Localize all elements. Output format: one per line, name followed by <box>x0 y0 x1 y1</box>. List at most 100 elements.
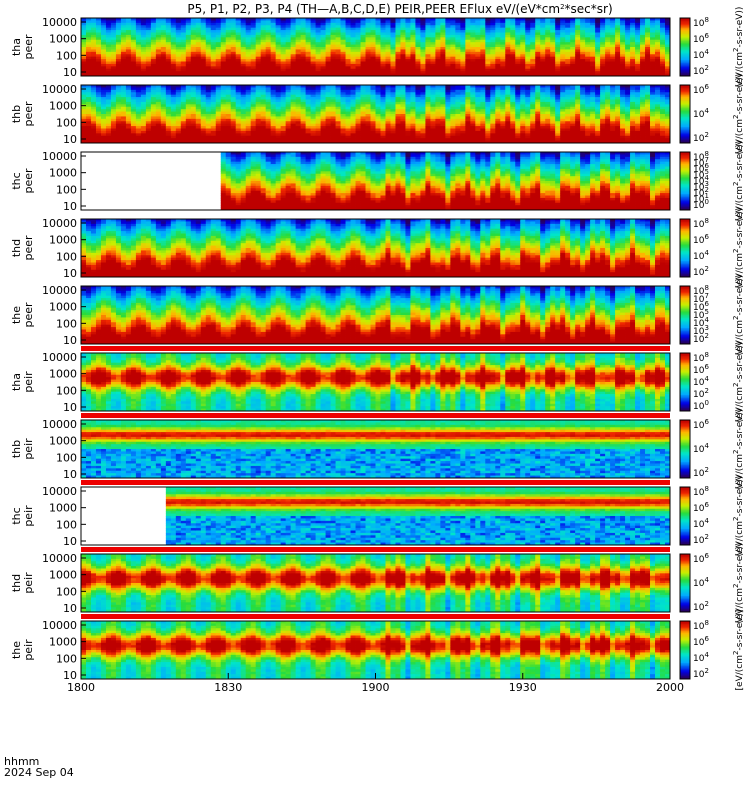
spectrogram-cell <box>545 54 550 57</box>
spectrogram-cell <box>595 69 600 72</box>
spectrogram-cell <box>645 49 650 52</box>
spectrogram-cell <box>395 42 400 45</box>
spectrogram-cell <box>400 57 405 60</box>
spectrogram-cell <box>326 112 331 115</box>
spectrogram-cell <box>91 35 96 38</box>
spectrogram-cell <box>341 116 346 119</box>
spectrogram-cell <box>141 49 146 52</box>
spectrogram-cell <box>361 59 366 62</box>
spectrogram-cell <box>445 25 450 28</box>
spectrogram-cell <box>645 64 650 67</box>
spectrogram-cell <box>106 62 111 65</box>
spectrogram-cell <box>420 25 425 28</box>
spectrogram-cell <box>296 49 301 52</box>
spectrogram-cell <box>380 57 385 60</box>
spectrogram-cell <box>216 129 221 132</box>
spectrogram-cell <box>510 25 515 28</box>
spectrogram-cell <box>415 45 420 48</box>
spectrogram-cell <box>410 25 415 28</box>
spectrogram-cell <box>585 30 590 33</box>
spectrogram-cell <box>361 49 366 52</box>
spectrogram-cell <box>291 59 296 62</box>
spectrogram-cell <box>475 138 480 141</box>
spectrogram-cell <box>146 57 151 60</box>
spectrogram-cell <box>430 100 435 103</box>
spectrogram-cell <box>341 54 346 57</box>
spectrogram-cell <box>376 136 381 139</box>
spectrogram-cell <box>306 52 311 55</box>
spectrogram-cell <box>660 33 665 36</box>
spectrogram-cell <box>351 69 356 72</box>
spectrogram-cell <box>191 119 196 122</box>
spectrogram-cell <box>405 109 410 112</box>
spectrogram-cell <box>101 107 106 110</box>
spectrogram-cell <box>116 23 121 26</box>
spectrogram-cell <box>86 87 91 90</box>
spectrogram-cell <box>510 104 515 107</box>
spectrogram-cell <box>241 100 246 103</box>
spectrogram-cell <box>286 124 291 127</box>
spectrogram-cell <box>81 69 86 72</box>
spectrogram-cell <box>201 109 206 112</box>
spectrogram-cell <box>510 92 515 95</box>
spectrogram-cell <box>400 59 405 62</box>
spectrogram-cell <box>161 116 166 119</box>
spectrogram-cell <box>425 52 430 55</box>
spectrogram-cell <box>371 100 376 103</box>
spectrogram-cell <box>81 42 86 45</box>
spectrogram-cell <box>226 20 231 23</box>
spectrogram-cell <box>495 90 500 93</box>
spectrogram-cell <box>256 57 261 60</box>
spectrogram-cell <box>500 133 505 136</box>
spectrogram-cell <box>331 116 336 119</box>
spectrogram-cell <box>346 104 351 107</box>
spectrogram-cell <box>495 54 500 57</box>
spectrogram-cell <box>366 59 371 62</box>
spectrogram-cell <box>196 30 201 33</box>
spectrogram-cell <box>655 20 660 23</box>
spectrogram-cell <box>525 20 530 23</box>
spectrogram-cell <box>366 131 371 134</box>
spectrogram-cell <box>371 109 376 112</box>
spectrogram-cell <box>495 52 500 55</box>
spectrogram-cell <box>455 33 460 36</box>
spectrogram-cell <box>241 57 246 60</box>
spectrogram-cell <box>176 116 181 119</box>
spectrogram-cell <box>390 107 395 110</box>
spectrogram-cell <box>116 20 121 23</box>
spectrogram-cell <box>430 57 435 60</box>
spectrogram-cell <box>216 116 221 119</box>
spectrogram-cell <box>425 100 430 103</box>
spectrogram-cell <box>505 87 510 90</box>
spectrogram-cell <box>465 131 470 134</box>
spectrogram-cell <box>121 116 126 119</box>
spectrogram-cell <box>126 33 131 36</box>
spectrogram-cell <box>605 49 610 52</box>
spectrogram-cell <box>211 136 216 139</box>
spectrogram-cell <box>470 119 475 122</box>
spectrogram-cell <box>241 97 246 100</box>
spectrogram-cell <box>171 64 176 67</box>
spectrogram-cell <box>495 47 500 50</box>
spectrogram-cell <box>410 45 415 48</box>
spectrogram-cell <box>475 100 480 103</box>
spectrogram-cell <box>336 119 341 122</box>
spectrogram-cell <box>166 124 171 127</box>
spectrogram-cell <box>116 66 121 69</box>
spectrogram-cell <box>445 42 450 45</box>
spectrogram-cell <box>166 59 171 62</box>
spectrogram-cell <box>395 69 400 72</box>
spectrogram-cell <box>470 20 475 23</box>
spectrogram-cell <box>311 102 316 105</box>
spectrogram-cell <box>385 104 390 107</box>
spectrogram-cell <box>515 100 520 103</box>
spectrogram-cell <box>101 112 106 115</box>
spectrogram-cell <box>151 28 156 31</box>
spectrogram-cell <box>196 126 201 129</box>
spectrogram-cell <box>380 121 385 124</box>
spectrogram-cell <box>156 90 161 93</box>
spectrogram-cell <box>126 52 131 55</box>
spectrogram-cell <box>296 136 301 139</box>
spectrogram-cell <box>535 37 540 40</box>
spectrogram-cell <box>176 100 181 103</box>
